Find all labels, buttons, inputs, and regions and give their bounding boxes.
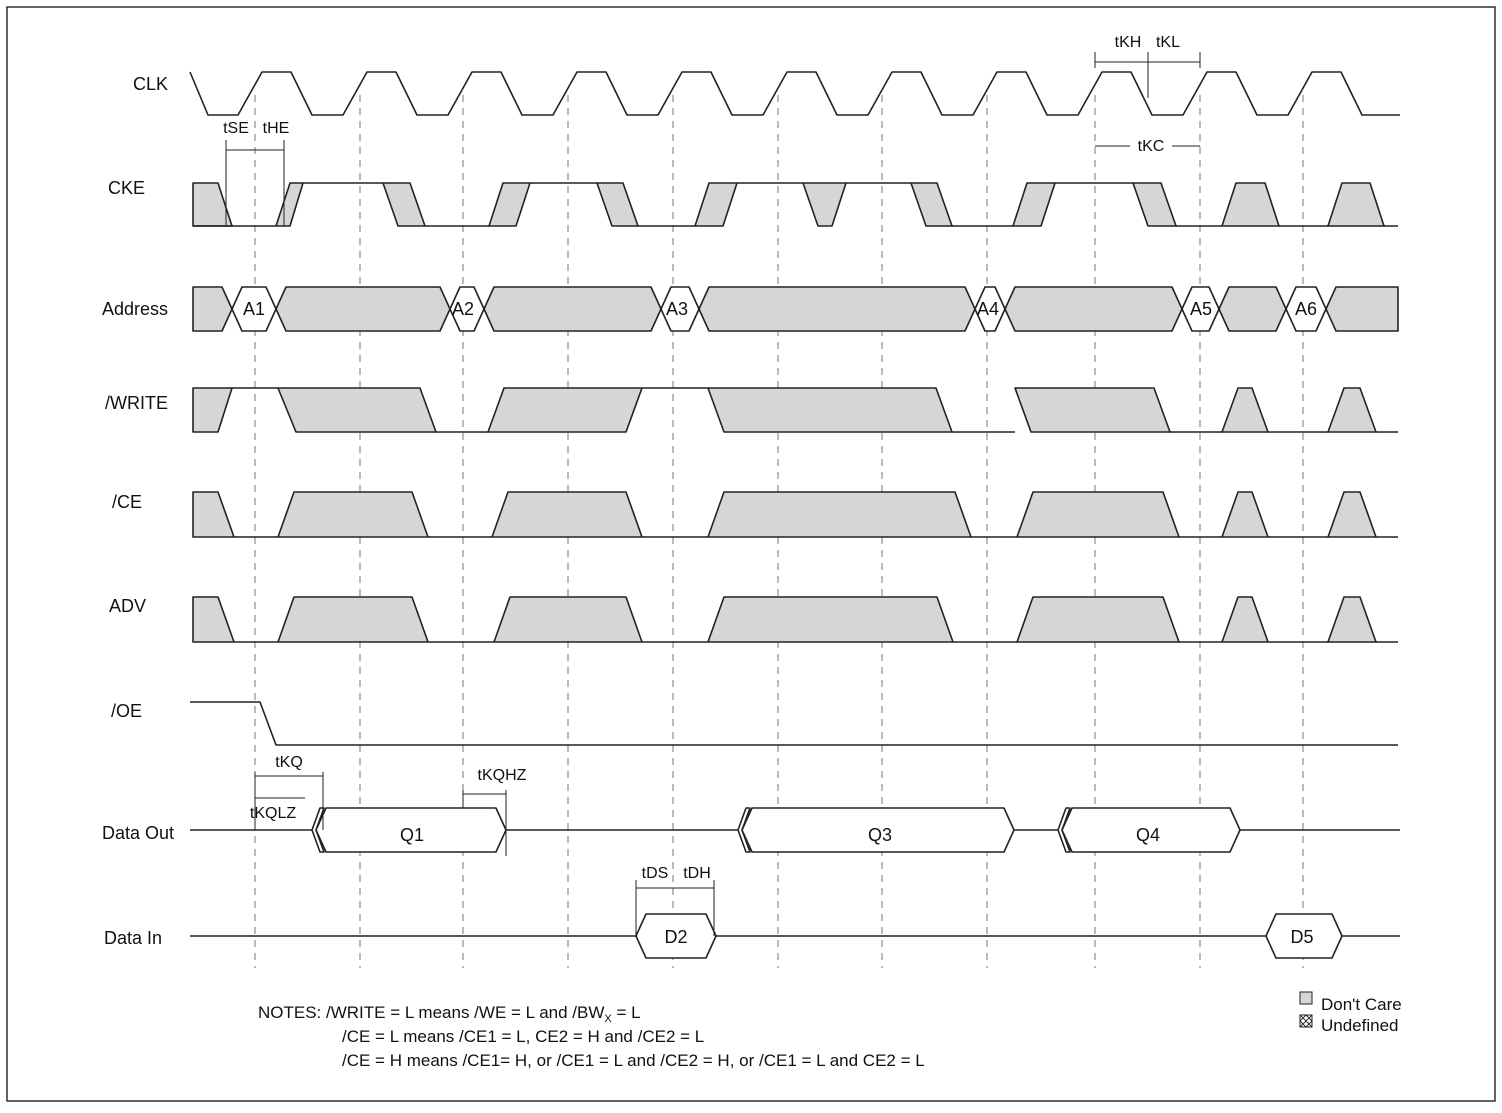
timing-tdh: tDH xyxy=(683,865,711,882)
timing-annotations: tSE tHE tKH tKL tKC tKQ tKQLZ tKQHZ tDS … xyxy=(223,34,1201,936)
cycle-gridlines xyxy=(254,95,1304,968)
dont-care-swatch xyxy=(1299,991,1313,1005)
svg-text:Q1: Q1 xyxy=(400,825,424,845)
timing-tse: tSE xyxy=(223,120,249,137)
timing-tkl: tKL xyxy=(1156,34,1180,51)
undefined-hatch-icon xyxy=(1299,1014,1313,1028)
ce-waveform xyxy=(192,491,1398,538)
signal-label-data-out: Data Out xyxy=(102,823,174,843)
cke-waveform xyxy=(192,182,1398,227)
address-bus: A1 A2 A3 A4 A5 A6 xyxy=(192,286,1399,332)
signal-label-data-in: Data In xyxy=(104,928,162,948)
notes: NOTES: /WRITE = L means /WE = L and /BWX… xyxy=(258,1003,925,1070)
data-in-bus: D2 D5 xyxy=(190,913,1400,959)
legend: Don't Care Undefined xyxy=(1299,991,1402,1035)
svg-text:A2: A2 xyxy=(452,299,474,319)
address-a2: A2 xyxy=(449,286,485,332)
svg-text:A5: A5 xyxy=(1190,299,1212,319)
write-waveform xyxy=(192,387,1398,433)
svg-text:Q3: Q3 xyxy=(868,825,892,845)
address-a1: A1 xyxy=(231,286,277,332)
diagram-border xyxy=(6,6,1496,1102)
address-a6: A6 xyxy=(1285,286,1327,332)
address-a3: A3 xyxy=(660,286,700,332)
address-a4: A4 xyxy=(974,286,1006,332)
signal-label-write: /WRITE xyxy=(105,393,168,413)
legend-dont-care: Don't Care xyxy=(1321,995,1402,1014)
svg-text:A6: A6 xyxy=(1295,299,1317,319)
svg-text:D2: D2 xyxy=(664,927,687,947)
note-line-1: NOTES: /WRITE = L means /WE = L and /BWX… xyxy=(258,1003,641,1025)
signal-label-oe: /OE xyxy=(111,701,142,721)
svg-text:A4: A4 xyxy=(977,299,999,319)
clk-waveform xyxy=(189,71,1400,116)
signal-label-clk: CLK xyxy=(133,74,168,94)
oe-waveform xyxy=(190,701,1398,746)
note-line-2: /CE = L means /CE1 = L, CE2 = H and /CE2… xyxy=(342,1027,704,1046)
data-in-d5: D5 xyxy=(1265,913,1343,959)
data-in-d2: D2 xyxy=(635,913,717,959)
address-a5: A5 xyxy=(1181,286,1220,332)
data-out-q4: Q4 xyxy=(1061,807,1241,853)
svg-text:A3: A3 xyxy=(666,299,688,319)
timing-tkq: tKQ xyxy=(275,754,303,771)
timing-the: tHE xyxy=(263,120,290,137)
signal-label-address: Address xyxy=(102,299,168,319)
signal-label-ce: /CE xyxy=(112,492,142,512)
timing-tds: tDS xyxy=(642,865,669,882)
note-line-3: /CE = H means /CE1= H, or /CE1 = L and /… xyxy=(342,1051,925,1070)
adv-waveform xyxy=(192,596,1398,643)
timing-tkh: tKH xyxy=(1115,34,1142,51)
svg-text:A1: A1 xyxy=(243,299,265,319)
legend-undefined: Undefined xyxy=(1321,1016,1399,1035)
timing-tkqlz: tKQLZ xyxy=(250,805,296,822)
signal-label-cke: CKE xyxy=(108,178,145,198)
svg-text:Q4: Q4 xyxy=(1136,825,1160,845)
data-out-q1: Q1 xyxy=(315,807,507,853)
timing-tkc: tKC xyxy=(1138,138,1165,155)
svg-text:D5: D5 xyxy=(1290,927,1313,947)
data-out-bus: Q1 Q3 Q4 xyxy=(190,807,1400,853)
data-out-q3: Q3 xyxy=(741,807,1015,853)
timing-tkqhz: tKQHZ xyxy=(478,767,527,784)
signal-label-adv: ADV xyxy=(109,596,146,616)
